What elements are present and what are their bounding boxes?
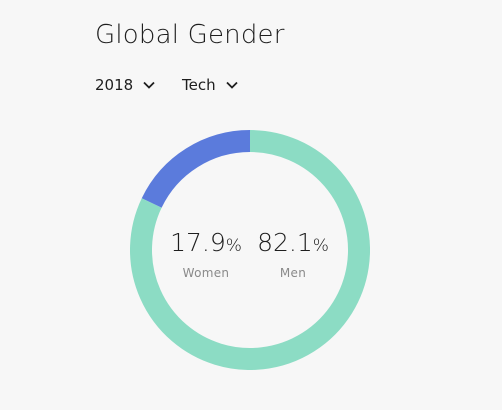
page-title: Global Gender — [95, 20, 285, 50]
men-label: Men — [279, 266, 307, 280]
gender-donut-chart — [130, 130, 370, 370]
donut-slice-women — [141, 130, 251, 208]
women-label: Women — [182, 266, 230, 280]
donut-svg — [130, 130, 370, 370]
year-dropdown[interactable]: 2018 — [95, 74, 155, 96]
donut-slice-men — [130, 130, 370, 370]
chevron-down-icon — [143, 81, 155, 89]
sector-dropdown-value: Tech — [182, 76, 216, 94]
sector-dropdown[interactable]: Tech — [182, 74, 238, 96]
men-stat: 82.1% Men — [248, 228, 338, 280]
women-percentage: 17.9% — [170, 228, 242, 257]
year-dropdown-value: 2018 — [95, 76, 134, 94]
women-stat: 17.9% Women — [161, 228, 251, 280]
chevron-down-icon — [225, 81, 238, 89]
men-percentage: 82.1% — [257, 228, 329, 257]
